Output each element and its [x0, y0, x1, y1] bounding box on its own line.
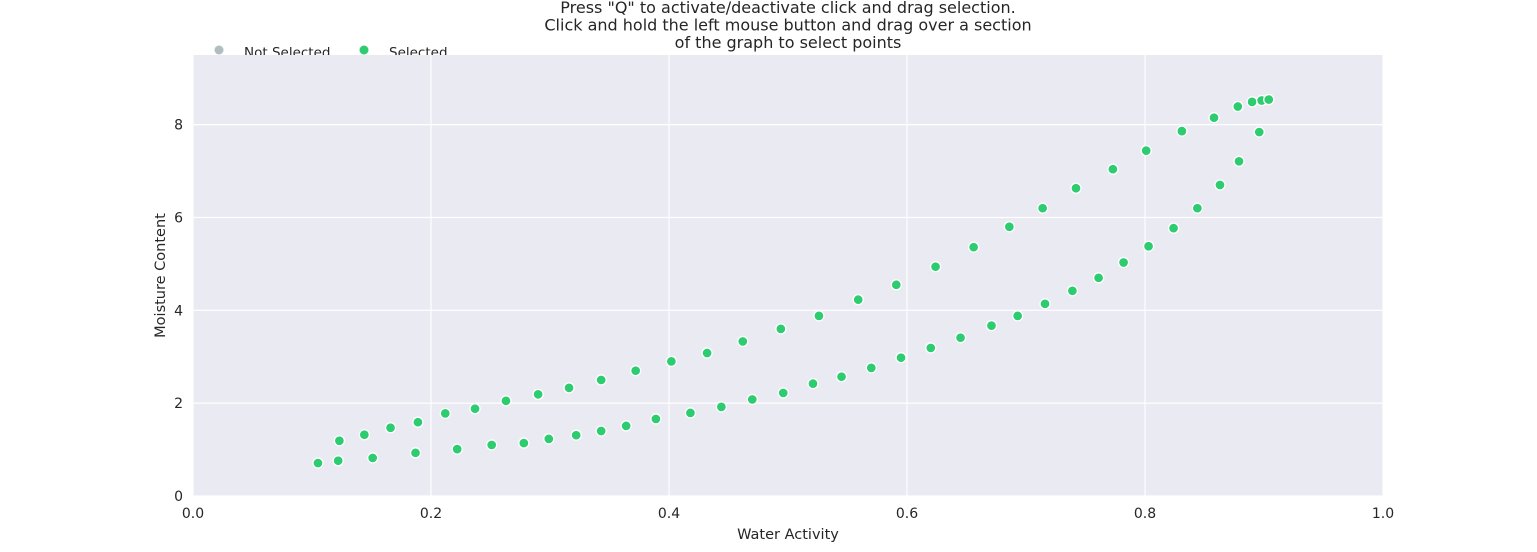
x-tick-label: 1.0 [1372, 506, 1394, 522]
data-point[interactable] [777, 387, 789, 399]
y-tick-label: 6 [174, 210, 183, 226]
data-point[interactable] [985, 319, 998, 332]
y-tick-label: 0 [174, 489, 183, 505]
data-point[interactable] [746, 393, 758, 406]
data-point[interactable] [1066, 285, 1079, 297]
data-point[interactable] [852, 293, 864, 306]
data-point[interactable] [737, 335, 749, 348]
data-point[interactable] [925, 342, 937, 354]
data-point[interactable] [1012, 310, 1024, 322]
data-point[interactable] [486, 439, 498, 451]
data-point[interactable] [630, 365, 642, 377]
data-point[interactable] [595, 425, 607, 437]
data-point[interactable] [929, 261, 942, 273]
data-point[interactable] [954, 332, 967, 344]
data-point[interactable] [384, 422, 397, 434]
data-point[interactable] [1253, 126, 1265, 138]
data-point[interactable] [1037, 202, 1049, 214]
y-tick-label: 2 [174, 396, 183, 412]
data-point[interactable] [1167, 222, 1180, 234]
data-point[interactable] [835, 371, 848, 383]
data-point[interactable] [1092, 272, 1105, 284]
title-line: Press "Q" to activate/deactivate click a… [560, 0, 1015, 17]
data-point[interactable] [518, 437, 530, 449]
data-point[interactable] [1039, 298, 1051, 310]
data-point[interactable] [1232, 100, 1244, 113]
data-point[interactable] [1142, 240, 1155, 252]
data-point[interactable] [1263, 93, 1275, 106]
data-point[interactable] [1003, 221, 1015, 233]
y-tick-label: 8 [174, 118, 183, 134]
data-point[interactable] [439, 407, 451, 420]
data-points[interactable] [312, 93, 1275, 469]
y-tick-label: 4 [174, 303, 183, 319]
gridlines [192, 55, 1384, 497]
plot-area[interactable] [193, 55, 1383, 496]
data-point[interactable] [532, 388, 544, 400]
data-point[interactable] [570, 429, 582, 441]
data-point[interactable] [1070, 182, 1082, 194]
title-line: Click and hold the left mouse button and… [544, 16, 1031, 35]
y-axis-label: Moisture Content [153, 213, 169, 338]
data-point[interactable] [409, 447, 422, 459]
legend-marker [214, 45, 224, 55]
data-point[interactable] [1214, 179, 1226, 191]
data-point[interactable] [1246, 96, 1258, 108]
data-point[interactable] [895, 352, 907, 364]
data-point[interactable] [865, 362, 877, 374]
x-tick-label: 0.8 [1134, 506, 1156, 522]
data-point[interactable] [813, 310, 825, 322]
data-point[interactable] [500, 395, 512, 407]
legend-marker [359, 45, 369, 55]
data-point[interactable] [890, 279, 902, 291]
data-point[interactable] [332, 455, 344, 467]
chart-title: Press "Q" to activate/deactivate click a… [544, 0, 1031, 52]
x-axis-label: Water Activity [737, 527, 839, 543]
data-point[interactable] [333, 435, 346, 447]
data-point[interactable] [620, 420, 632, 432]
data-point[interactable] [715, 401, 728, 413]
data-point[interactable] [312, 457, 324, 469]
data-point[interactable] [358, 429, 371, 441]
data-point[interactable] [1208, 112, 1220, 124]
data-point[interactable] [684, 407, 697, 419]
data-point[interactable] [412, 416, 424, 428]
data-point[interactable] [1117, 256, 1130, 269]
data-point[interactable] [1176, 125, 1188, 137]
x-axis-ticks: 0.0 0.2 0.4 0.6 0.8 1.0 [182, 506, 1394, 522]
data-point[interactable] [451, 443, 463, 455]
data-point[interactable] [650, 413, 662, 425]
data-point[interactable] [367, 452, 379, 464]
x-tick-label: 0.4 [658, 506, 680, 522]
data-point[interactable] [1140, 144, 1152, 157]
x-tick-label: 0.0 [182, 506, 204, 522]
data-point[interactable] [1233, 155, 1245, 167]
data-point[interactable] [775, 323, 787, 335]
y-axis-ticks: 0 2 4 6 8 [174, 118, 183, 505]
data-point[interactable] [563, 382, 575, 394]
x-tick-label: 0.2 [420, 506, 442, 522]
data-point[interactable] [807, 378, 819, 390]
data-point[interactable] [543, 433, 555, 445]
data-point[interactable] [967, 241, 980, 253]
data-point[interactable] [701, 347, 713, 359]
data-point[interactable] [1191, 202, 1204, 214]
data-point[interactable] [1107, 163, 1119, 175]
data-point[interactable] [469, 403, 481, 415]
x-tick-label: 0.6 [896, 506, 918, 522]
title-line: of the graph to select points [675, 33, 902, 52]
data-point[interactable] [665, 355, 678, 368]
data-point[interactable] [595, 374, 607, 386]
